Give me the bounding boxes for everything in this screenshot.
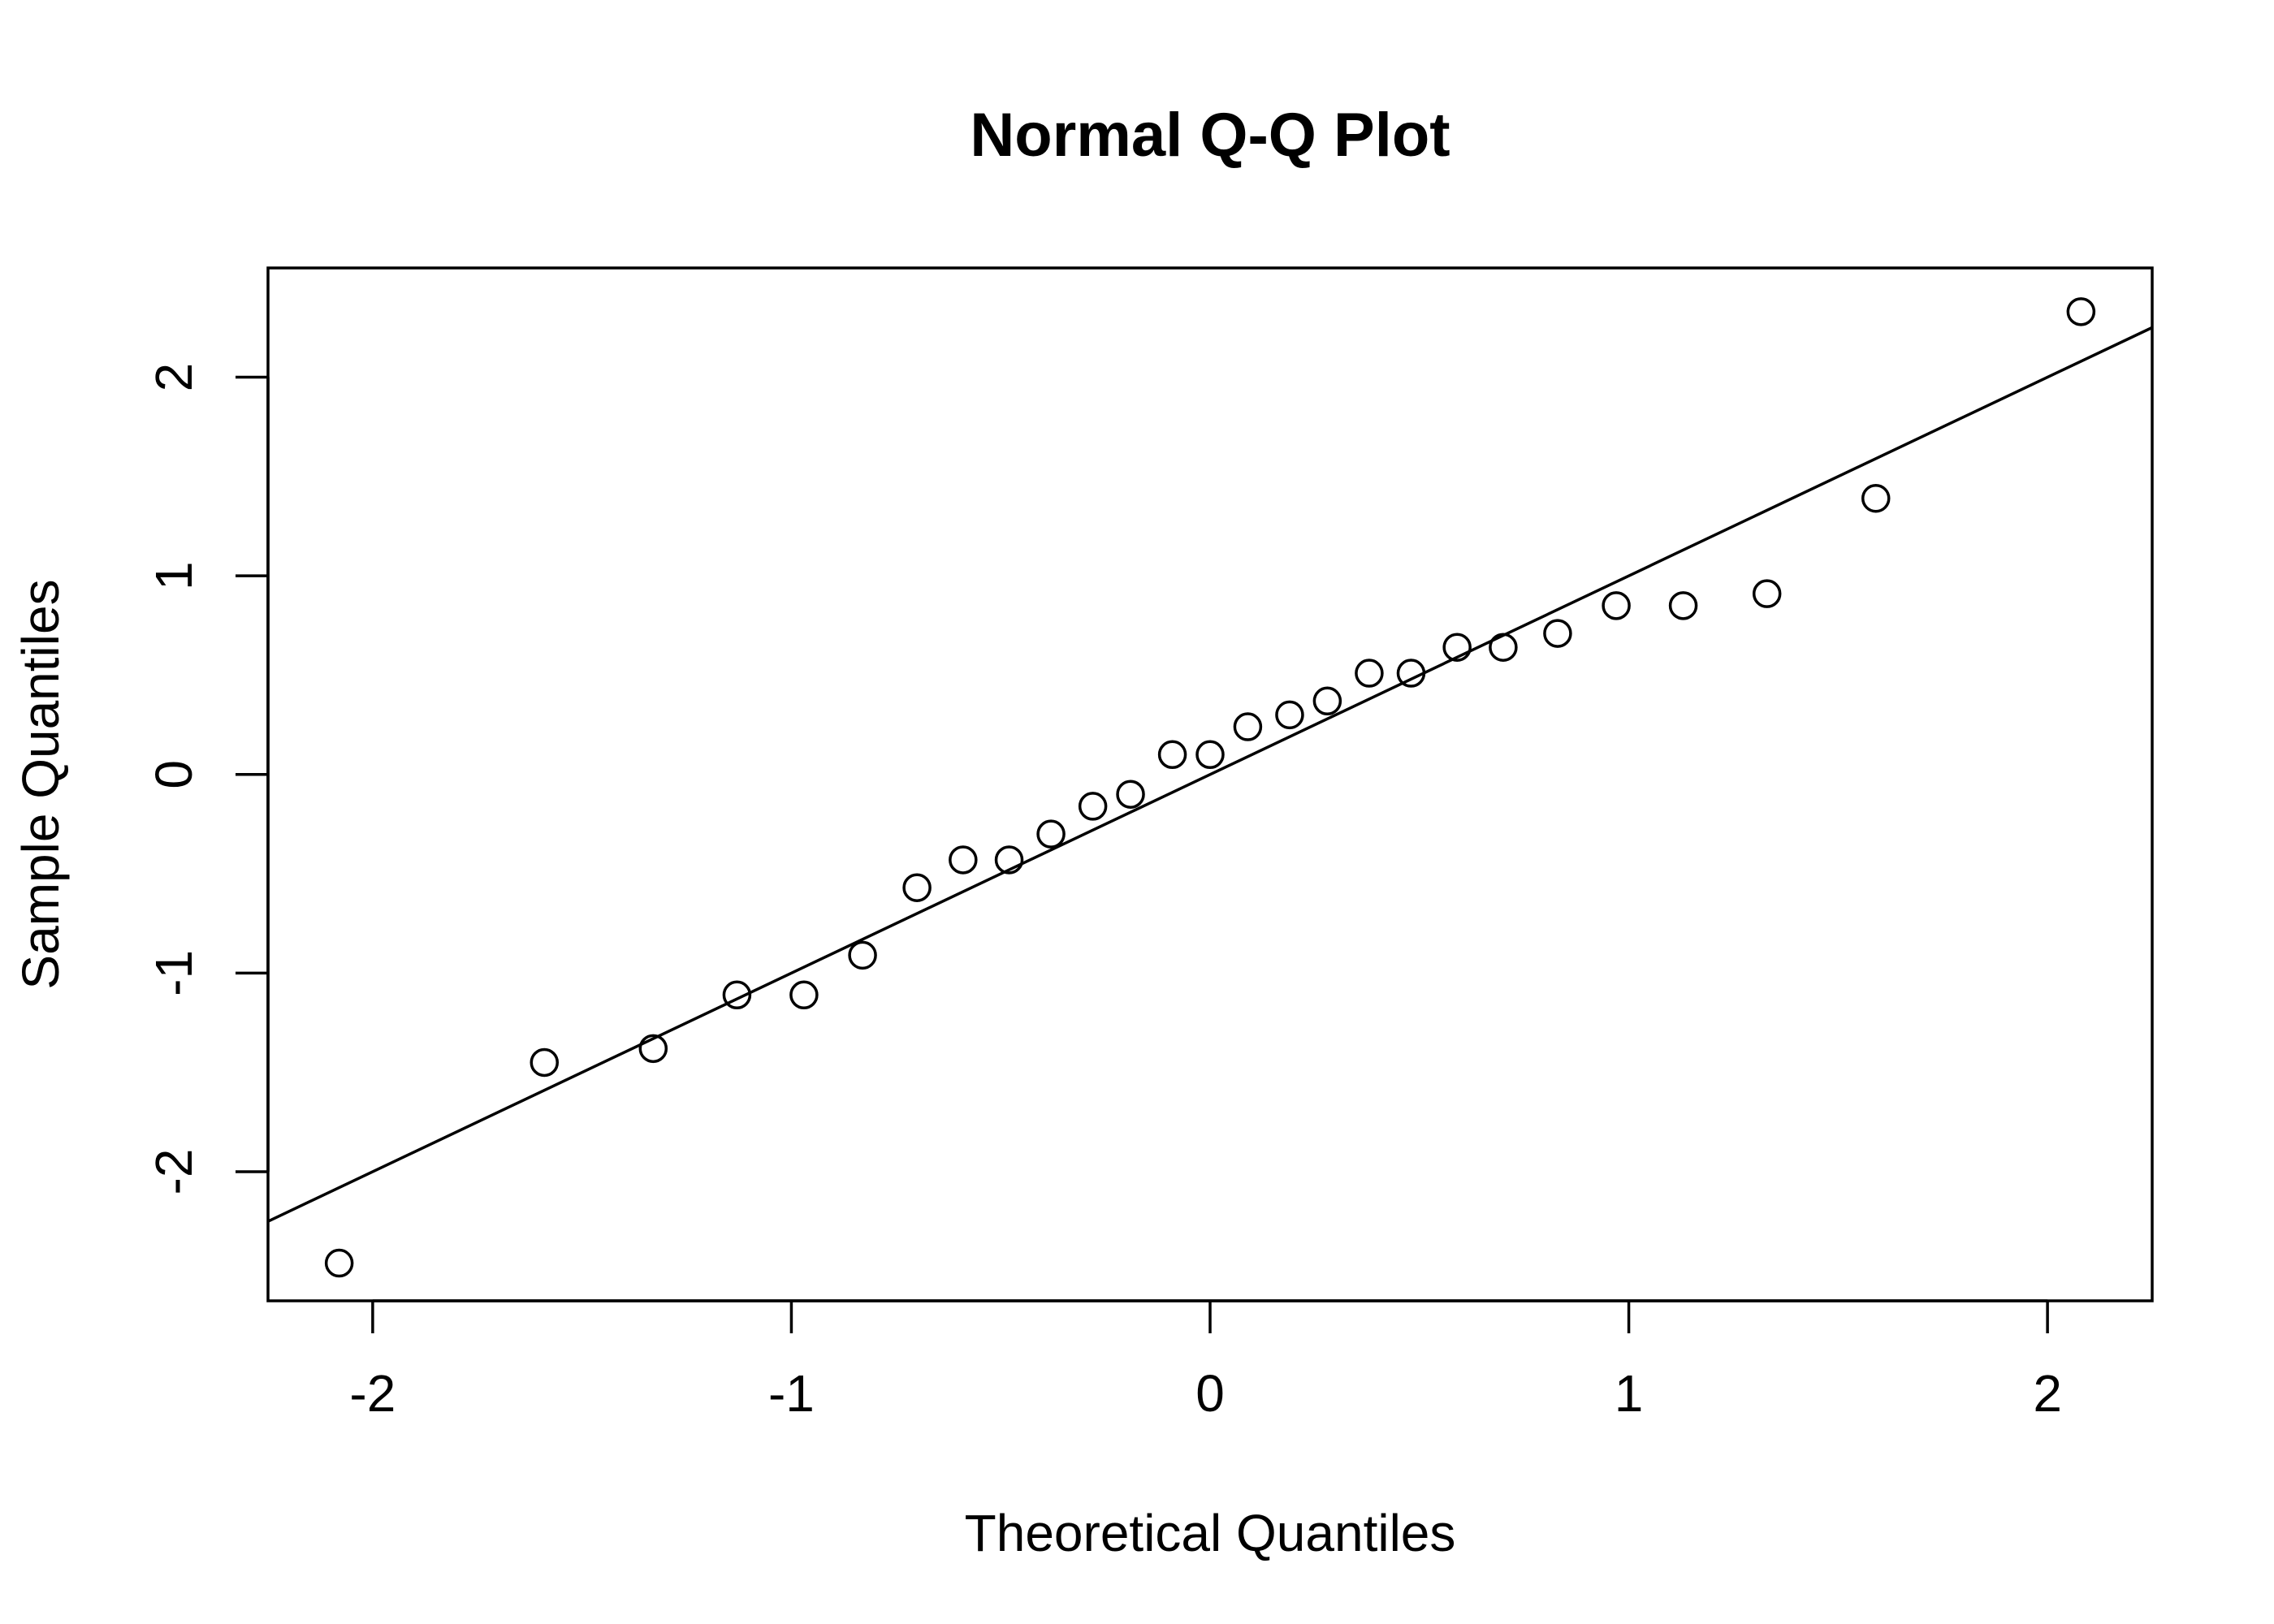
y-tick-label: 1	[145, 561, 203, 590]
data-point	[324, 1248, 354, 1278]
y-tick-label: -2	[145, 1149, 203, 1195]
data-point	[1157, 740, 1187, 770]
x-tick-label: 1	[1615, 1364, 1644, 1423]
x-tick-label: -1	[768, 1364, 815, 1423]
y-tick-label: 0	[145, 760, 203, 789]
data-point	[1036, 819, 1066, 849]
x-tick-label: 0	[1195, 1364, 1225, 1423]
data-point	[789, 980, 819, 1010]
x-tick-label: 2	[2033, 1364, 2062, 1423]
reference-line	[267, 326, 2153, 1223]
data-point	[1275, 700, 1304, 730]
data-point	[1116, 780, 1145, 809]
data-point	[1752, 579, 1782, 608]
data-point	[638, 1034, 668, 1064]
data-point	[1195, 740, 1225, 770]
data-point	[1489, 633, 1518, 662]
data-point	[1396, 659, 1426, 688]
chart-title: Normal Q-Q Plot	[970, 101, 1450, 170]
data-point	[1861, 484, 1891, 513]
data-point	[994, 845, 1024, 875]
data-point	[1312, 686, 1342, 716]
data-point	[949, 845, 978, 875]
data-points-layer	[324, 297, 2096, 1278]
data-point	[1543, 619, 1572, 648]
y-tick-label: -1	[145, 950, 203, 996]
data-point	[1602, 591, 1631, 620]
data-point	[848, 940, 877, 970]
y-axis-title: Sample Quantiles	[11, 579, 70, 989]
data-point	[1442, 633, 1472, 662]
x-tick-label: -2	[349, 1364, 396, 1423]
reference-line-layer	[267, 326, 2153, 1223]
data-point	[722, 980, 752, 1010]
y-axis: -2 -1 0 1 2	[145, 363, 270, 1195]
data-point	[2066, 297, 2096, 326]
data-point	[530, 1047, 560, 1078]
data-point	[1668, 591, 1698, 620]
y-tick-label: 2	[145, 363, 203, 392]
data-point	[902, 873, 932, 902]
data-point	[1078, 792, 1108, 821]
data-point	[1355, 659, 1384, 688]
x-axis-title: Theoretical Quantiles	[965, 1504, 1456, 1562]
data-point	[1233, 712, 1263, 741]
plot-frame	[266, 266, 2154, 1302]
x-axis: -2 -1 0 1 2	[349, 1299, 2062, 1423]
